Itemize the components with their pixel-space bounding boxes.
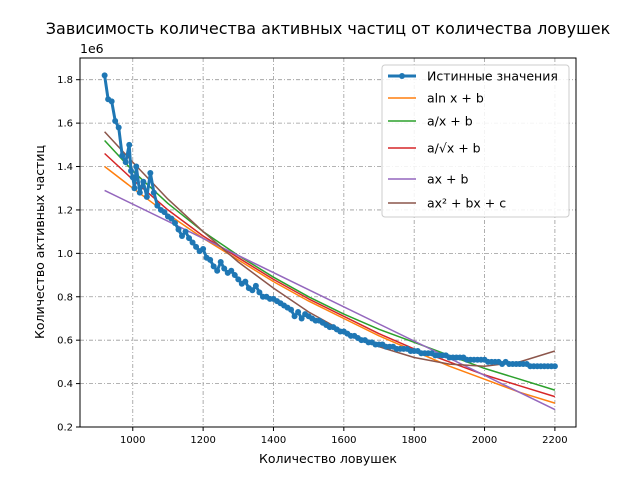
y-tick-label: 0.8 — [57, 292, 73, 303]
y-scale-label: 1e6 — [80, 41, 104, 56]
data-point — [161, 209, 168, 216]
data-point — [147, 170, 154, 177]
data-point — [150, 189, 157, 196]
data-point — [168, 215, 175, 222]
data-point — [551, 363, 558, 370]
data-point — [143, 193, 150, 200]
series-line-fit-5 — [104, 131, 556, 367]
x-tick-label: 1400 — [261, 435, 286, 446]
legend-marker — [399, 73, 405, 79]
plot-frame — [79, 57, 577, 428]
legend-box — [381, 64, 570, 218]
x-axis: 1000 1200 1400 1600 1800 2000 2200 — [120, 427, 568, 446]
y-tick-label: 0.4 — [57, 379, 73, 390]
legend-entry: ax + b — [427, 172, 468, 187]
legend-entry: a/√x + b — [427, 141, 481, 156]
data-point — [119, 152, 126, 159]
data-point — [217, 259, 224, 266]
data-point — [154, 202, 161, 209]
y-tick-label: 1.8 — [57, 75, 73, 86]
data-point — [228, 267, 235, 274]
y-tick-label: 0.6 — [57, 336, 73, 347]
y-tick-label: 1.2 — [57, 205, 73, 216]
data-point — [179, 232, 186, 239]
y-tick-label: 1.0 — [57, 249, 73, 260]
data-point — [298, 315, 305, 322]
data-point — [136, 189, 143, 196]
plot-lines — [101, 72, 558, 411]
data-point — [288, 306, 295, 313]
chart-title: Зависимость количества активных частиц о… — [46, 19, 611, 38]
legend-entry: ax² + bx + c — [427, 196, 506, 211]
x-tick-label: 2200 — [542, 435, 567, 446]
data-point — [133, 163, 140, 170]
legend-entry: Истинные значения — [427, 69, 558, 84]
legend: Истинные значения aln x + b a/x + b a/√x + … — [381, 64, 570, 218]
data-point — [128, 167, 135, 174]
x-tick-label: 1200 — [190, 435, 215, 446]
data-point — [112, 117, 119, 124]
data-point — [235, 276, 242, 283]
data-point — [131, 185, 138, 192]
data-point — [101, 72, 108, 79]
data-point — [193, 243, 200, 250]
legend-entry: aln x + b — [427, 91, 484, 106]
x-tick-label: 1600 — [331, 435, 356, 446]
data-point — [122, 159, 129, 166]
data-point — [108, 98, 115, 105]
data-point — [182, 228, 189, 235]
data-point — [129, 174, 136, 181]
data-point — [115, 124, 122, 131]
data-point — [249, 287, 256, 294]
x-axis-label: Количество ловушек — [259, 451, 397, 466]
data-point — [295, 308, 302, 315]
x-tick-label: 1000 — [120, 435, 145, 446]
data-point — [186, 235, 193, 242]
data-point — [171, 219, 178, 226]
data-point — [231, 272, 238, 279]
y-tick-label: 1.6 — [57, 119, 73, 130]
data-point — [189, 239, 196, 246]
y-tick-label: 0.2 — [57, 423, 73, 434]
legend-entry: a/x + b — [427, 114, 473, 129]
data-point — [221, 265, 228, 272]
data-point — [214, 267, 221, 274]
data-point — [140, 178, 147, 185]
y-axis: 0.2 0.4 0.6 0.8 1.0 1.2 1.4 1.6 1.8 — [57, 75, 80, 434]
y-axis-label: Количество активных частиц — [32, 145, 47, 339]
data-point — [200, 246, 207, 253]
data-point — [242, 278, 249, 285]
data-point — [252, 282, 259, 289]
data-point — [175, 226, 182, 233]
y-tick-label: 1.4 — [57, 162, 73, 173]
x-tick-label: 1800 — [401, 435, 426, 446]
x-tick-label: 2000 — [472, 435, 497, 446]
data-point — [256, 289, 263, 296]
data-point — [207, 256, 214, 263]
data-point — [210, 263, 217, 270]
data-point — [126, 141, 133, 148]
data-point — [291, 313, 298, 320]
